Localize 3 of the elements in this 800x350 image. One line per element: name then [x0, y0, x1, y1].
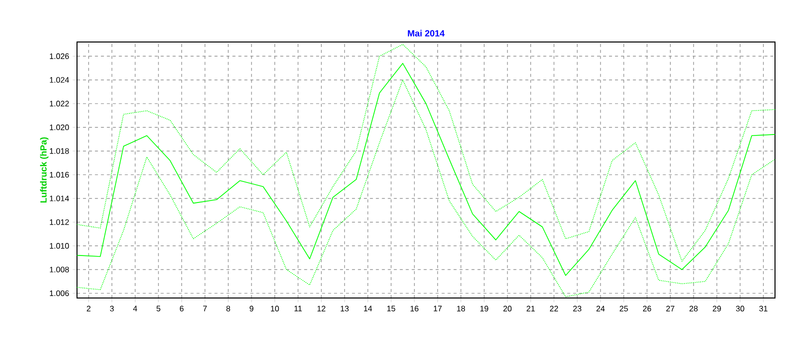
y-axis-title: Luftdruck (hPa) [40, 137, 48, 203]
chart-title: Mai 2014 [408, 30, 445, 36]
line-series [77, 80, 776, 298]
